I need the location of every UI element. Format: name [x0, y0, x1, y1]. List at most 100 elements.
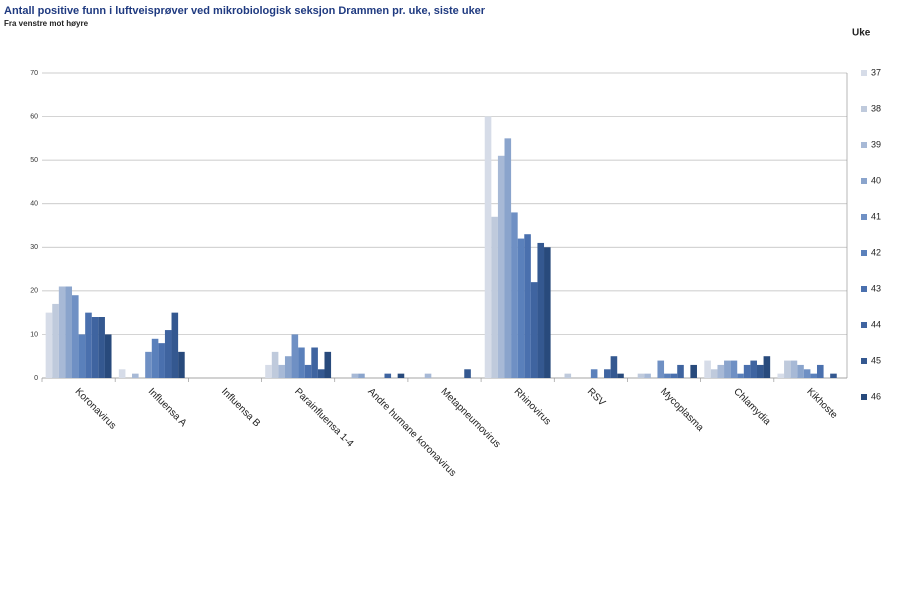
bar — [763, 356, 771, 378]
legend-label: 46 — [871, 391, 881, 401]
bar — [544, 247, 551, 378]
bar — [710, 369, 718, 378]
bar — [298, 347, 305, 378]
bar — [265, 364, 272, 378]
y-tick-label: 60 — [30, 113, 38, 120]
chart-subtitle: Fra venstre mot høyre — [4, 19, 89, 28]
y-tick-label: 40 — [30, 201, 38, 208]
x-tick-label: Chlamydia — [731, 386, 772, 427]
legend-swatch — [861, 70, 867, 76]
legend-label: 41 — [871, 211, 881, 221]
bar — [504, 138, 512, 378]
bar — [291, 334, 299, 378]
bar — [756, 364, 764, 378]
legend-swatch — [861, 142, 867, 148]
bar — [65, 286, 73, 378]
x-tick-label: Influensa B — [219, 386, 262, 429]
bar — [171, 312, 179, 378]
bar — [784, 360, 791, 378]
bar — [145, 351, 152, 378]
bar — [351, 373, 359, 378]
legend-label: 43 — [871, 283, 881, 293]
chart-title: Antall positive funn i luftveisprøver ve… — [4, 5, 486, 17]
legend-swatch — [861, 286, 867, 292]
y-tick-label: 30 — [30, 244, 38, 251]
bar — [52, 303, 59, 378]
bar — [737, 373, 744, 378]
legend-label: 39 — [871, 139, 881, 149]
legend-swatch — [861, 322, 867, 328]
bar — [704, 360, 711, 378]
y-tick-label: 70 — [30, 70, 38, 77]
x-tick-label: Rhinovirus — [512, 386, 553, 427]
bar — [72, 295, 79, 378]
legend-swatch — [861, 250, 867, 256]
bar — [810, 373, 817, 378]
legend-swatch — [861, 178, 867, 184]
legend-label: 42 — [871, 247, 881, 257]
x-tick-label: RSV — [585, 386, 608, 409]
bar — [358, 373, 365, 378]
bar — [564, 373, 572, 378]
bar — [178, 351, 185, 378]
bar — [617, 373, 624, 378]
legend-label: 37 — [871, 67, 881, 77]
bar — [657, 360, 665, 378]
x-tick-label: Koronavirus — [73, 386, 119, 432]
bar — [790, 360, 798, 378]
bar — [317, 369, 325, 378]
legend-label: 44 — [871, 319, 881, 329]
bar — [104, 334, 112, 378]
bar — [397, 373, 405, 378]
bar — [610, 356, 618, 378]
bar — [158, 343, 165, 378]
legend-swatch — [861, 394, 867, 400]
x-tick-label: Influensa A — [146, 386, 189, 429]
bar — [164, 330, 172, 378]
bar — [271, 351, 279, 378]
bar — [98, 317, 105, 378]
bar — [604, 369, 611, 378]
bar — [484, 116, 492, 379]
bar — [690, 364, 697, 378]
x-tick-label: Mycoplasma — [658, 386, 706, 434]
bar — [304, 364, 312, 378]
bar — [743, 364, 751, 378]
bar — [511, 212, 518, 378]
legend-label: 38 — [871, 103, 881, 113]
bar — [324, 351, 332, 378]
bar — [118, 369, 126, 378]
legend-swatch — [861, 106, 867, 112]
bar — [724, 360, 731, 378]
bar — [311, 347, 318, 378]
y-tick-label: 50 — [30, 157, 38, 164]
legend-swatch — [861, 214, 867, 220]
bar — [91, 317, 99, 378]
bar — [664, 373, 671, 378]
bar — [730, 360, 738, 378]
bar — [464, 369, 471, 378]
bar — [717, 364, 725, 378]
bar — [637, 373, 645, 378]
bar — [424, 373, 432, 378]
bar — [777, 373, 785, 378]
bar — [491, 216, 498, 378]
bar — [151, 338, 159, 378]
bar — [497, 155, 505, 378]
bar — [85, 312, 92, 378]
legend-swatch — [861, 358, 867, 364]
bar — [278, 364, 285, 378]
bar — [284, 356, 292, 378]
bar — [58, 286, 66, 378]
bar — [670, 373, 678, 378]
legend-title: Uke — [852, 28, 871, 39]
bar — [677, 364, 684, 378]
x-tick-label: Parainfluensa 1-4 — [292, 386, 356, 450]
bar — [797, 364, 804, 378]
bar — [830, 373, 837, 378]
bar — [530, 282, 538, 378]
bar — [384, 373, 392, 378]
legend-label: 45 — [871, 355, 881, 365]
